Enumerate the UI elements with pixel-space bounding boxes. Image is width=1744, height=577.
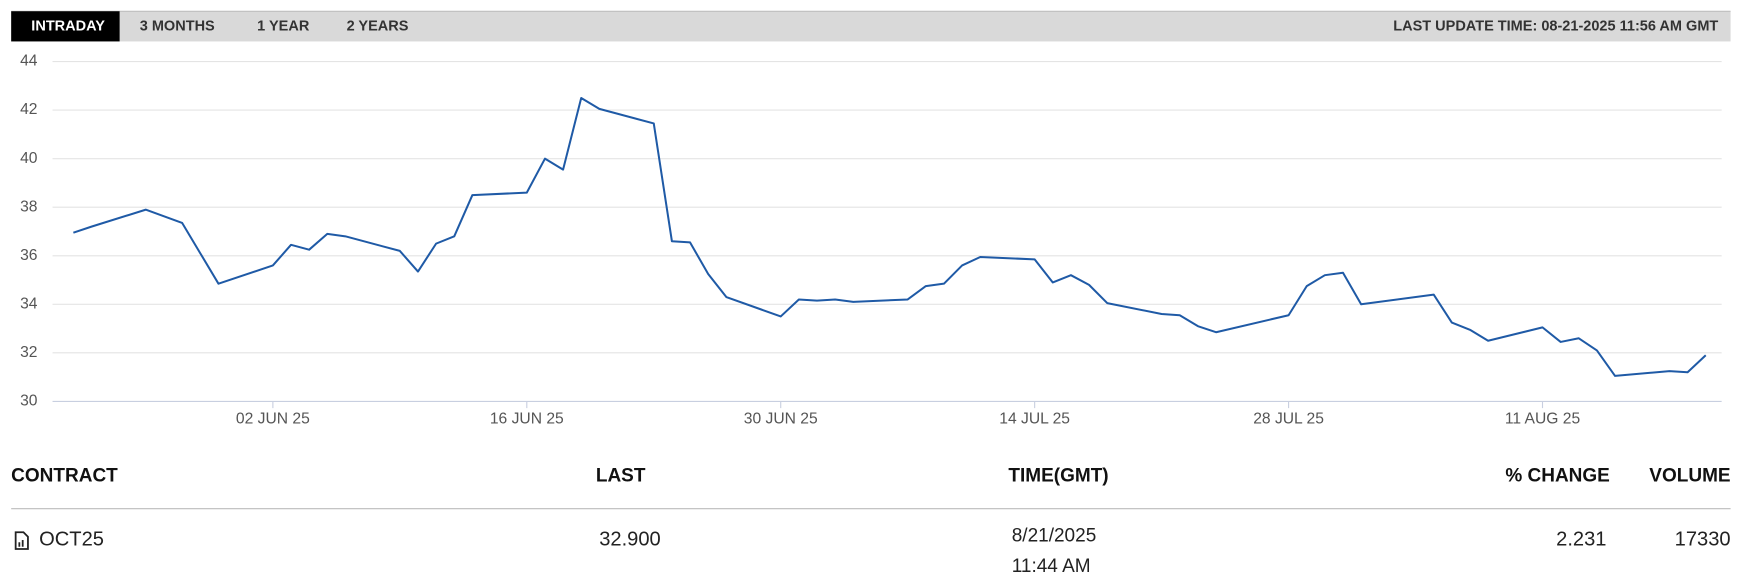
header-volume: VOLUME (1649, 465, 1730, 486)
x-tick-label: 30 JUN 25 (744, 410, 818, 427)
x-tick-label: 02 JUN 25 (236, 410, 310, 427)
trade-date: 8/21/2025 (1012, 526, 1097, 547)
x-tick-label: 28 JUL 25 (1253, 410, 1324, 427)
x-tick-label: 16 JUN 25 (490, 410, 564, 427)
change: 2.231 (1556, 528, 1606, 550)
volume: 17330 (1675, 528, 1731, 550)
price-line (73, 96, 1707, 377)
tab-bar (11, 11, 1731, 42)
y-tick-label: 30 (20, 393, 38, 410)
tab[interactable]: 2 YEARS (347, 19, 409, 35)
contract[interactable]: OCT25 (39, 528, 104, 550)
trade-time: 11:44 AM (1012, 556, 1091, 577)
y-tick-label: 42 (20, 101, 37, 118)
tab-active-bg (11, 11, 120, 42)
last: 32.900 (599, 528, 661, 550)
x-tick-label: 14 JUL 25 (999, 410, 1070, 427)
y-tick-label: 38 (20, 198, 38, 215)
y-tick-label: 44 (20, 53, 38, 70)
header-last: LAST (596, 465, 646, 486)
y-tick-label: 40 (20, 150, 38, 167)
tab[interactable]: 3 MONTHS (140, 19, 215, 35)
y-tick-label: 36 (20, 247, 38, 264)
y-tick-label: 34 (20, 295, 38, 312)
last-update: LAST UPDATE TIME: 08-21-2025 11:56 AM GM… (1393, 19, 1718, 35)
y-tick-label: 32 (20, 344, 37, 361)
x-tick-label: 11 AUG 25 (1505, 410, 1581, 427)
tab[interactable]: INTRADAY (31, 19, 105, 35)
header-contract: CONTRACT (11, 465, 118, 486)
header-time: TIME(GMT) (1008, 465, 1108, 486)
header-change: % CHANGE (1505, 465, 1610, 486)
tab[interactable]: 1 YEAR (257, 19, 310, 35)
contract-icon (14, 531, 29, 550)
